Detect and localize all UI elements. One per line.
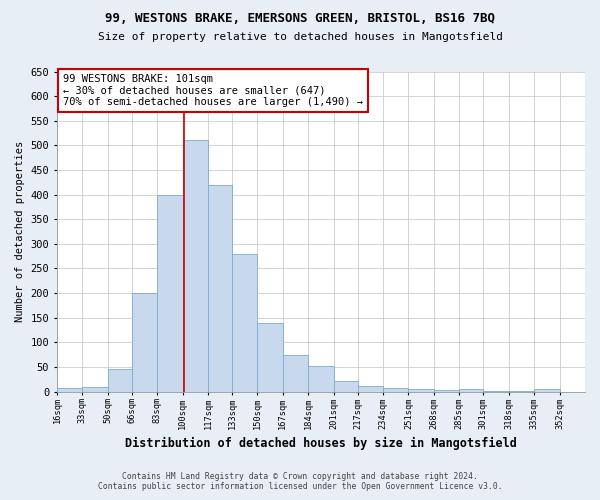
Text: Size of property relative to detached houses in Mangotsfield: Size of property relative to detached ho… (97, 32, 503, 42)
Bar (383, 388, 409, 392)
Bar (82, 386, 108, 392)
Bar (232, 254, 257, 392)
Bar (434, 390, 460, 392)
X-axis label: Distribution of detached houses by size in Mangotsfield: Distribution of detached houses by size … (125, 437, 517, 450)
Bar (57, 388, 82, 392)
Bar (132, 293, 157, 392)
Y-axis label: Number of detached properties: Number of detached properties (15, 141, 25, 322)
Bar (358, 386, 383, 392)
Bar (460, 389, 483, 392)
Bar (308, 366, 334, 392)
Bar (334, 380, 358, 392)
Bar (283, 354, 308, 392)
Bar (208, 184, 232, 392)
Text: 99, WESTONS BRAKE, EMERSONS GREEN, BRISTOL, BS16 7BQ: 99, WESTONS BRAKE, EMERSONS GREEN, BRIST… (105, 12, 495, 26)
Bar (108, 370, 132, 392)
Text: 99 WESTONS BRAKE: 101sqm
← 30% of detached houses are smaller (647)
70% of semi-: 99 WESTONS BRAKE: 101sqm ← 30% of detach… (63, 74, 363, 107)
Bar (257, 322, 283, 392)
Bar (409, 389, 434, 392)
Text: Contains HM Land Registry data © Crown copyright and database right 2024.
Contai: Contains HM Land Registry data © Crown c… (98, 472, 502, 491)
Bar (157, 194, 182, 392)
Bar (534, 389, 560, 392)
Bar (182, 140, 208, 392)
